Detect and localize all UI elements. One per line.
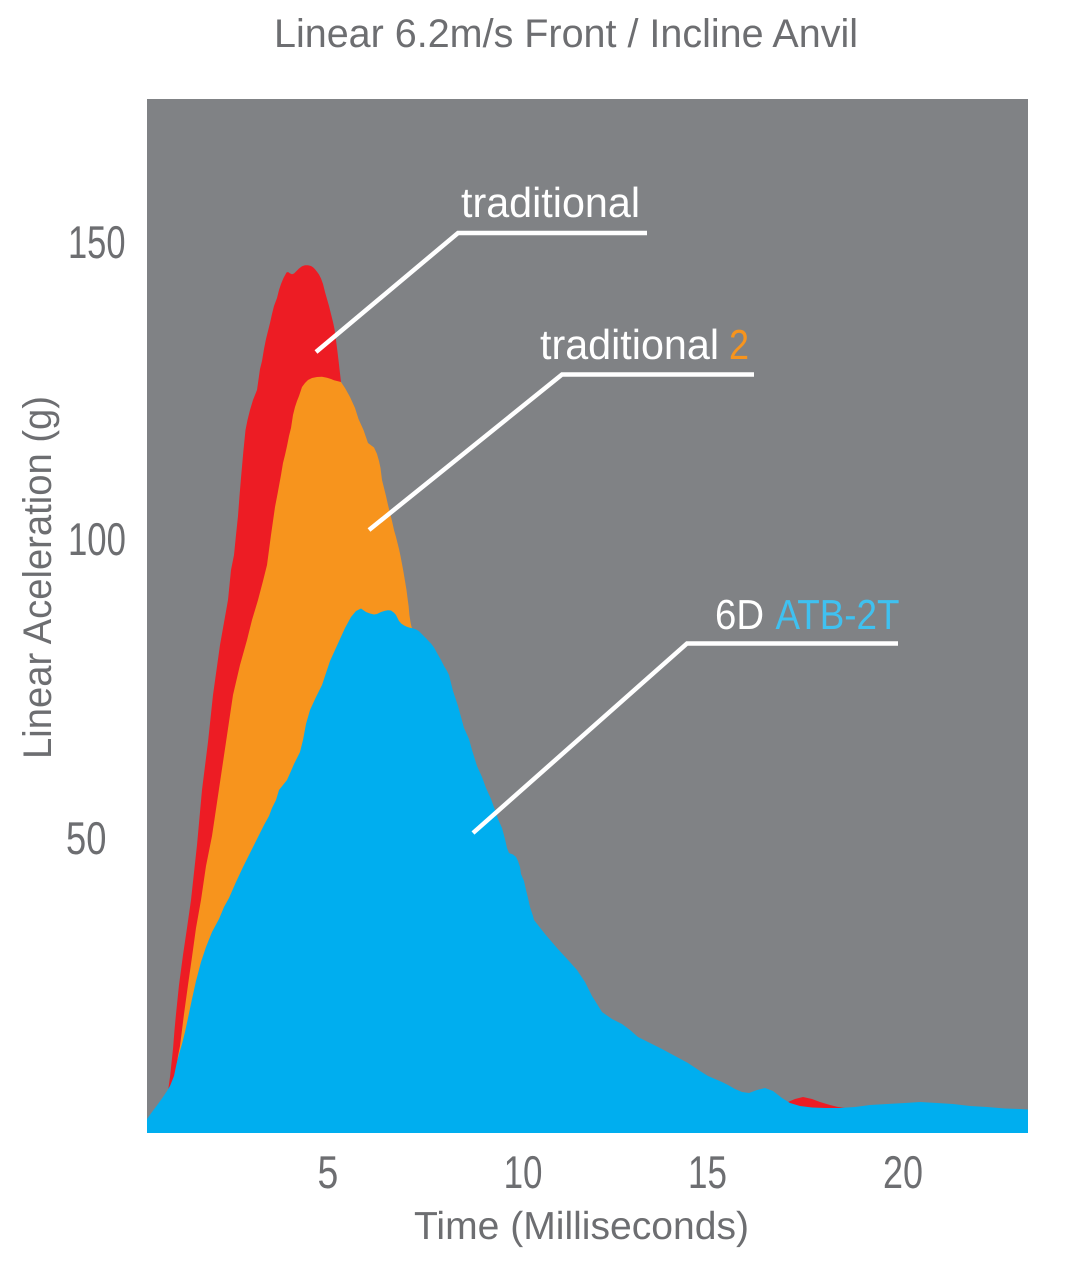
svg-text:2: 2: [729, 321, 749, 368]
svg-text:traditional: traditional: [461, 179, 640, 226]
svg-text:5: 5: [318, 1146, 339, 1198]
svg-text:6D: 6D: [715, 591, 764, 638]
svg-text:50: 50: [66, 812, 106, 864]
svg-text:Linear Aceleration (g): Linear Aceleration (g): [16, 396, 60, 759]
svg-text:traditional: traditional: [540, 321, 719, 368]
svg-text:Time (Milliseconds): Time (Milliseconds): [414, 1205, 749, 1248]
svg-text:100: 100: [68, 513, 126, 565]
svg-text:20: 20: [883, 1146, 923, 1198]
svg-text:10: 10: [504, 1146, 543, 1198]
svg-text:15: 15: [688, 1146, 727, 1198]
svg-text:150: 150: [68, 216, 126, 268]
svg-text:ATB-2T: ATB-2T: [776, 591, 900, 638]
svg-text:Linear 6.2m/s Front / Incline: Linear 6.2m/s Front / Incline Anvil: [274, 12, 858, 56]
